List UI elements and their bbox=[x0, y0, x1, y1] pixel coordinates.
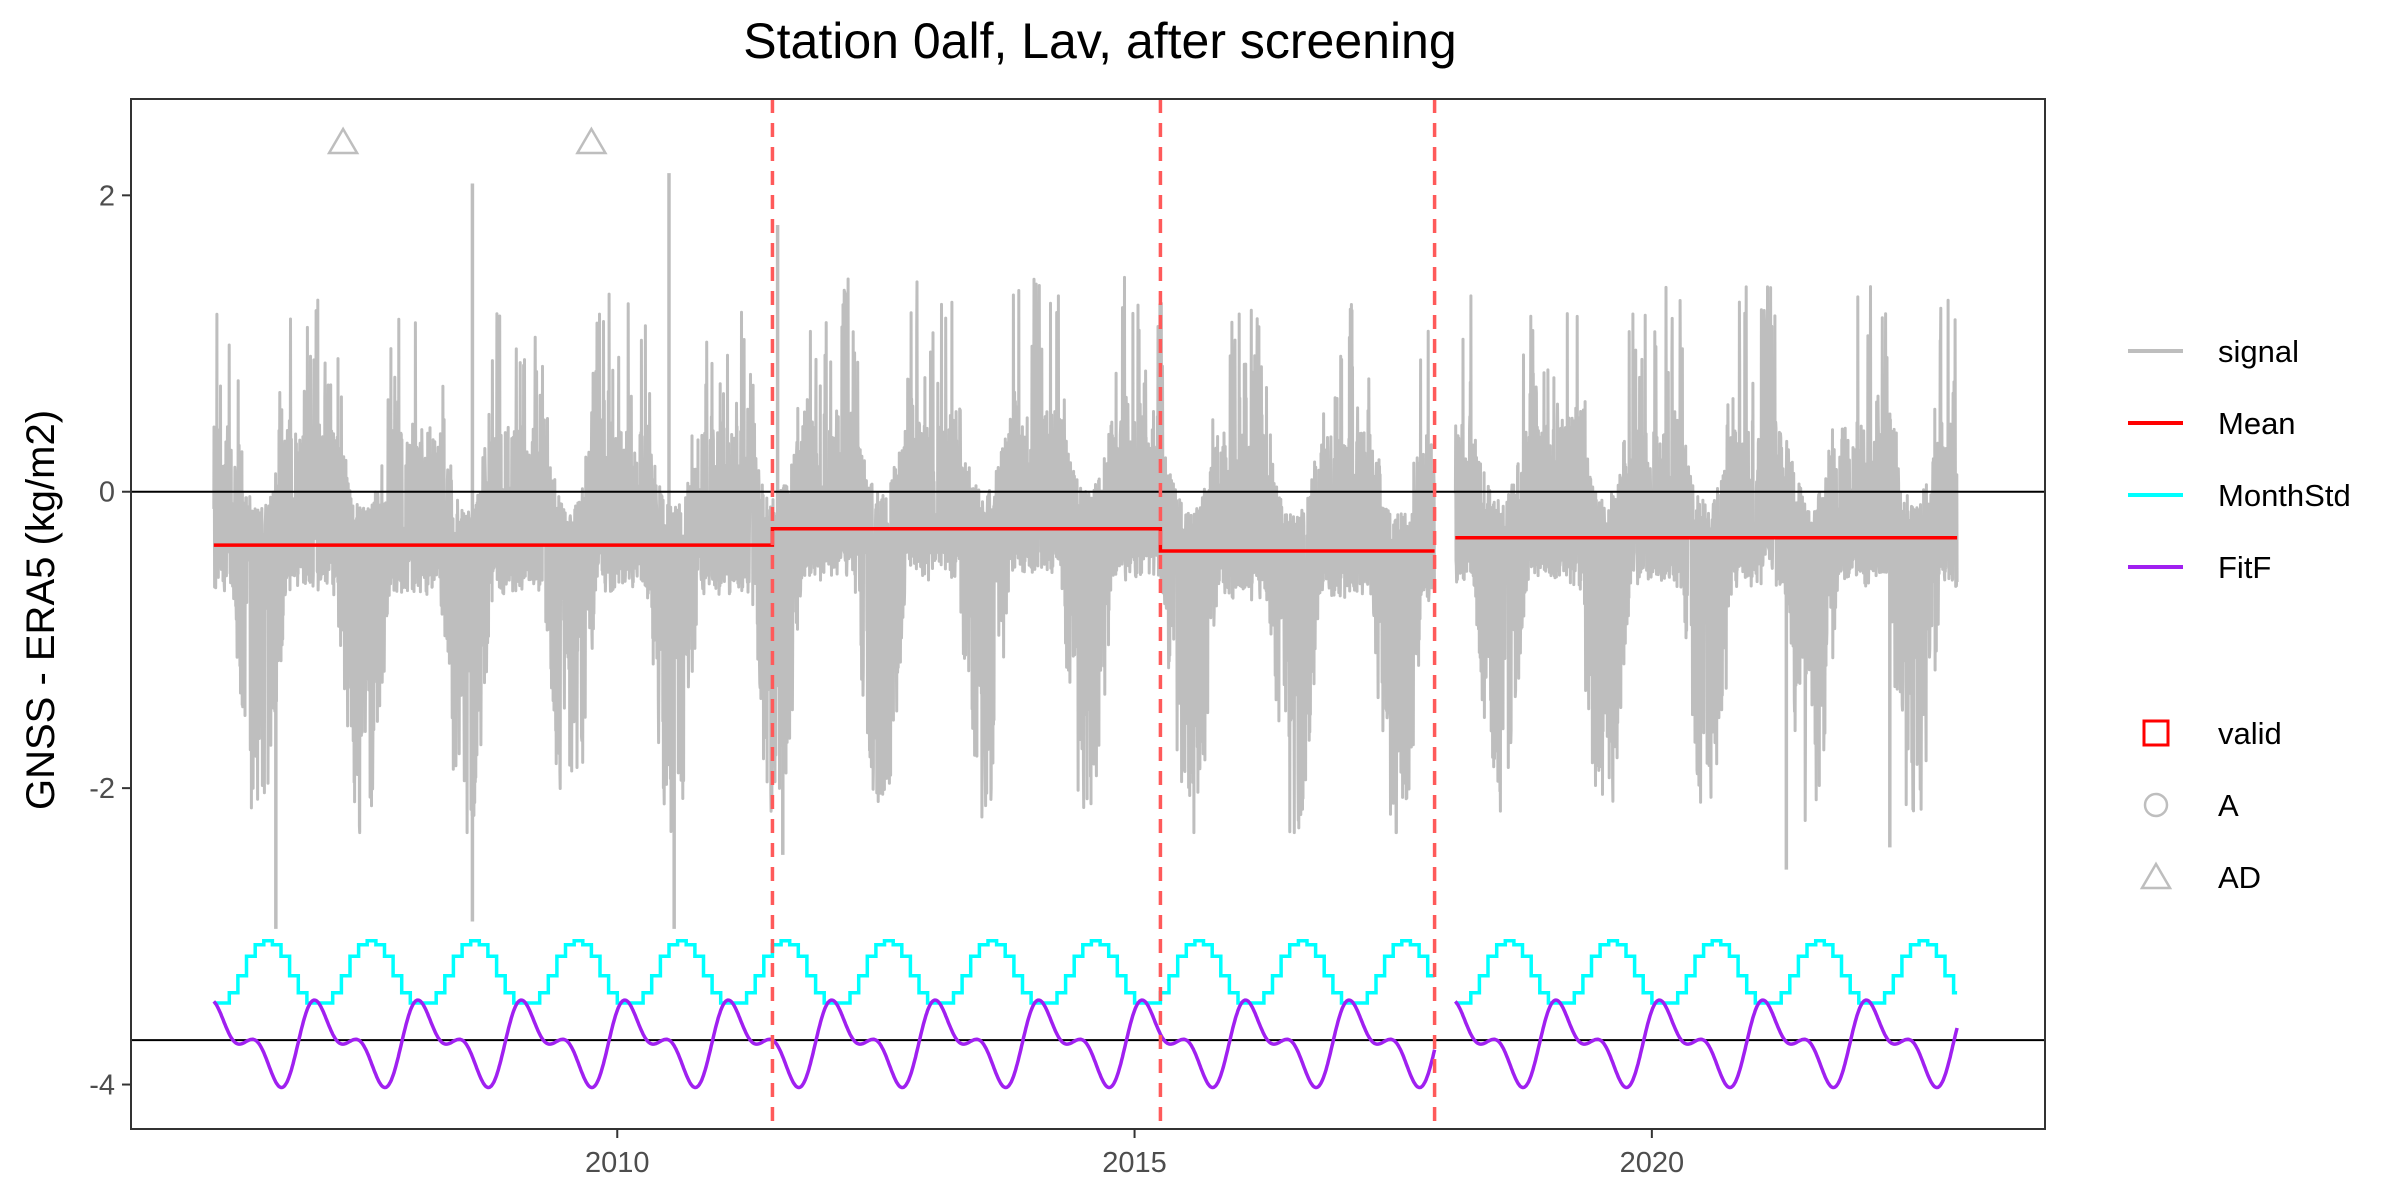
monthstd-line-1 bbox=[1455, 939, 1958, 1005]
legend-label-signal: signal bbox=[2218, 334, 2299, 369]
chart-title: Station 0alf, Lav, after screening bbox=[743, 13, 1456, 69]
legend-key-valid-square-icon bbox=[2142, 719, 2170, 747]
y-axis-label: GNSS - ERA5 (kg/m2) bbox=[19, 410, 63, 810]
x-tick-label-0: 2010 bbox=[585, 1147, 650, 1179]
y-tick-label-0: 2 bbox=[99, 180, 115, 212]
plot-border bbox=[130, 98, 2046, 1130]
plot-area bbox=[131, 99, 2045, 1129]
ad-marker-0 bbox=[326, 126, 360, 155]
x-tick-label-1: 2015 bbox=[1102, 1147, 1167, 1179]
y-tick-label-1: 0 bbox=[99, 477, 115, 509]
x-tick-label-2: 2020 bbox=[1620, 1147, 1685, 1179]
ad-marker-1 bbox=[575, 126, 608, 155]
legend-key-a-circle-icon bbox=[2143, 792, 2169, 818]
y-tick-label-2: -2 bbox=[89, 773, 115, 805]
legend-key-ad-triangle-icon bbox=[2139, 861, 2173, 890]
legend-label-monthstd: MonthStd bbox=[2218, 478, 2351, 513]
axes: 2 0 -2 -4 2010 2015 2020 bbox=[89, 180, 1684, 1179]
y-tick-label-3: -4 bbox=[89, 1070, 115, 1102]
legend-label-valid: valid bbox=[2218, 716, 2282, 751]
fitf-line-0 bbox=[212, 998, 1437, 1090]
legend-label-a: A bbox=[2218, 788, 2239, 823]
mean-line bbox=[213, 527, 1958, 553]
legend-label-fitf: FitF bbox=[2218, 550, 2271, 585]
legend-label-ad: AD bbox=[2218, 860, 2261, 895]
fitf-line-1 bbox=[1453, 998, 1959, 1090]
signal-line bbox=[212, 275, 1959, 835]
legend: signal Mean MonthStd FitF valid A AD bbox=[2128, 334, 2351, 895]
legend-label-mean: Mean bbox=[2218, 406, 2296, 441]
